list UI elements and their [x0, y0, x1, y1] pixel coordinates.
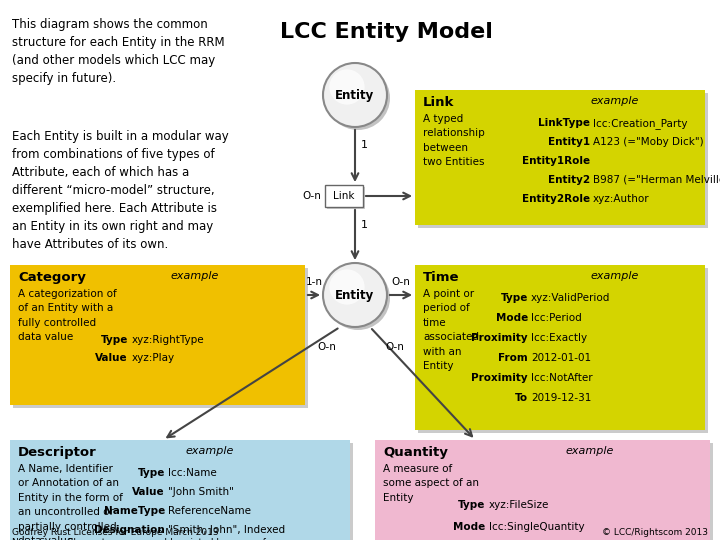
FancyBboxPatch shape: [378, 443, 713, 540]
Text: example: example: [590, 271, 639, 281]
Text: example: example: [170, 271, 218, 281]
FancyBboxPatch shape: [415, 265, 705, 430]
Text: NameType: NameType: [104, 506, 165, 516]
Text: O-n: O-n: [392, 277, 410, 287]
Text: Mode: Mode: [496, 313, 528, 323]
Text: lcc:Creation_Party: lcc:Creation_Party: [593, 118, 688, 129]
Circle shape: [326, 66, 390, 130]
Text: Proximity: Proximity: [472, 373, 528, 383]
Text: 1: 1: [361, 140, 368, 150]
Text: Entity2: Entity2: [548, 175, 590, 185]
Text: Category: Category: [18, 271, 86, 284]
Text: B987 (="Herman Melville"): B987 (="Herman Melville"): [593, 175, 720, 185]
Text: lcc:SingleQuantity: lcc:SingleQuantity: [489, 522, 585, 532]
Text: O-n: O-n: [386, 342, 405, 352]
Text: Entity2Role: Entity2Role: [522, 194, 590, 204]
FancyBboxPatch shape: [13, 443, 353, 540]
Text: Godfrey Rust Licenses for Europe March 2013
Note: Some Element names are abbrevi: Godfrey Rust Licenses for Europe March 2…: [12, 528, 295, 540]
Text: O-n: O-n: [302, 191, 321, 201]
Text: Value: Value: [132, 487, 165, 497]
Text: This diagram shows the common
structure for each Entity in the RRM
(and other mo: This diagram shows the common structure …: [12, 18, 225, 85]
Text: lcc:NotAfter: lcc:NotAfter: [531, 373, 593, 383]
Text: To: To: [515, 393, 528, 403]
Circle shape: [323, 263, 387, 327]
FancyBboxPatch shape: [418, 93, 708, 228]
Text: "Smith, John", Indexed: "Smith, John", Indexed: [168, 525, 285, 535]
Text: A Name, Identifier
or Annotation of an
Entity in the form of
an uncontrolled or
: A Name, Identifier or Annotation of an E…: [18, 464, 123, 540]
Text: ReferenceName: ReferenceName: [168, 506, 251, 516]
Circle shape: [326, 266, 390, 330]
Text: Entity1: Entity1: [548, 137, 590, 147]
Circle shape: [329, 269, 364, 305]
Text: xyz:FileSize: xyz:FileSize: [489, 500, 549, 510]
FancyBboxPatch shape: [327, 187, 365, 209]
Text: Entity1Role: Entity1Role: [522, 156, 590, 166]
Text: lcc:Exactly: lcc:Exactly: [531, 333, 587, 343]
Circle shape: [323, 63, 387, 127]
FancyBboxPatch shape: [415, 90, 705, 225]
FancyBboxPatch shape: [325, 185, 363, 207]
Text: lcc:Name: lcc:Name: [168, 468, 217, 478]
Text: "John Smith": "John Smith": [168, 487, 234, 497]
Text: From: From: [498, 353, 528, 363]
Text: Quantity: Quantity: [383, 446, 448, 459]
Text: Each Entity is built in a modular way
from combinations of five types of
Attribu: Each Entity is built in a modular way fr…: [12, 130, 229, 251]
Text: Entity: Entity: [336, 288, 374, 301]
Text: xyz:Play: xyz:Play: [132, 353, 175, 363]
Text: xyz:Author: xyz:Author: [593, 194, 649, 204]
Text: Type: Type: [138, 468, 165, 478]
Text: example: example: [590, 96, 639, 106]
Text: A typed
relationship
between
two Entities: A typed relationship between two Entitie…: [423, 114, 485, 167]
Text: A categorization of
of an Entity with a
fully controlled
data value: A categorization of of an Entity with a …: [18, 289, 117, 342]
Text: Designation: Designation: [94, 525, 165, 535]
FancyBboxPatch shape: [418, 268, 708, 433]
FancyBboxPatch shape: [375, 440, 710, 540]
Text: Type: Type: [458, 500, 485, 510]
Text: lcc:Period: lcc:Period: [531, 313, 582, 323]
Text: example: example: [565, 446, 613, 456]
Circle shape: [329, 70, 364, 105]
Text: Link: Link: [423, 96, 454, 109]
Text: 2012-01-01: 2012-01-01: [531, 353, 591, 363]
Text: A measure of
some aspect of an
Entity: A measure of some aspect of an Entity: [383, 464, 479, 503]
Text: Entity: Entity: [336, 89, 374, 102]
Text: Proximity: Proximity: [472, 333, 528, 343]
Text: 1-n: 1-n: [305, 277, 323, 287]
Text: Time: Time: [423, 271, 459, 284]
Text: Value: Value: [95, 353, 128, 363]
Text: Mode: Mode: [453, 522, 485, 532]
Text: Type: Type: [500, 293, 528, 303]
Text: LCC Entity Model: LCC Entity Model: [280, 22, 493, 42]
Text: O-n: O-n: [318, 342, 336, 352]
FancyBboxPatch shape: [10, 440, 350, 540]
Text: xyz:ValidPeriod: xyz:ValidPeriod: [531, 293, 611, 303]
Text: 1: 1: [361, 220, 368, 230]
FancyBboxPatch shape: [10, 265, 305, 405]
Text: example: example: [185, 446, 233, 456]
Text: © LCC/Rightscom 2013: © LCC/Rightscom 2013: [602, 528, 708, 537]
Text: LinkType: LinkType: [538, 118, 590, 128]
Text: xyz:RightType: xyz:RightType: [132, 335, 204, 345]
Text: A123 (="Moby Dick"): A123 (="Moby Dick"): [593, 137, 703, 147]
FancyBboxPatch shape: [13, 268, 308, 408]
Text: A point or
period of
time
associated
with an
Entity: A point or period of time associated wit…: [423, 289, 479, 371]
Text: Link: Link: [333, 191, 355, 201]
Text: 2019-12-31: 2019-12-31: [531, 393, 591, 403]
Text: Descriptor: Descriptor: [18, 446, 96, 459]
Text: Type: Type: [101, 335, 128, 345]
